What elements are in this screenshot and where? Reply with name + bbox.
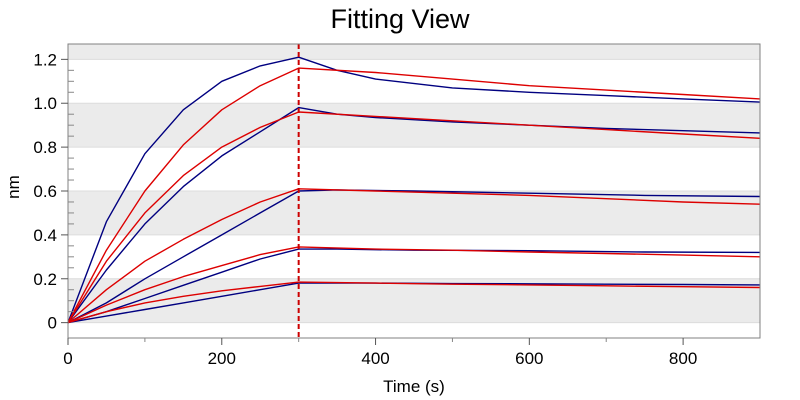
axis-ticks [61,58,684,345]
measured-curve [67,189,761,324]
x-axis-label: Time (s) [383,377,445,396]
y-tick-label: 1.0 [33,94,57,113]
y-tick-label: 0 [48,314,57,333]
measured-curve [67,248,761,324]
fitted-curve [67,281,761,324]
grid-band [68,191,760,235]
x-tick-label: 200 [208,349,236,368]
measured-curve [67,106,761,324]
grid-band [68,44,760,60]
measured-curve [67,282,761,324]
x-tick-label: 600 [515,349,543,368]
y-tick-label: 0.6 [33,182,57,201]
y-tick-label: 0.8 [33,138,57,157]
grid-lines [68,58,760,324]
grid-band [68,278,760,323]
y-tick-label: 0.2 [33,270,57,289]
y-tick-label: 1.2 [33,50,57,69]
tick-labels: 0 0.2 0.4 0.6 0.8 1.0 1.2 0 200 400 600 800 [33,50,697,368]
y-axis-label: nm [4,175,23,199]
x-tick-label: 400 [361,349,389,368]
x-tick-label: 0 [63,349,72,368]
y-tick-label: 0.4 [33,226,57,245]
grid-band [68,103,760,148]
chart-title: Fitting View [330,4,470,34]
x-tick-label: 800 [669,349,697,368]
measured-curve [67,56,761,323]
